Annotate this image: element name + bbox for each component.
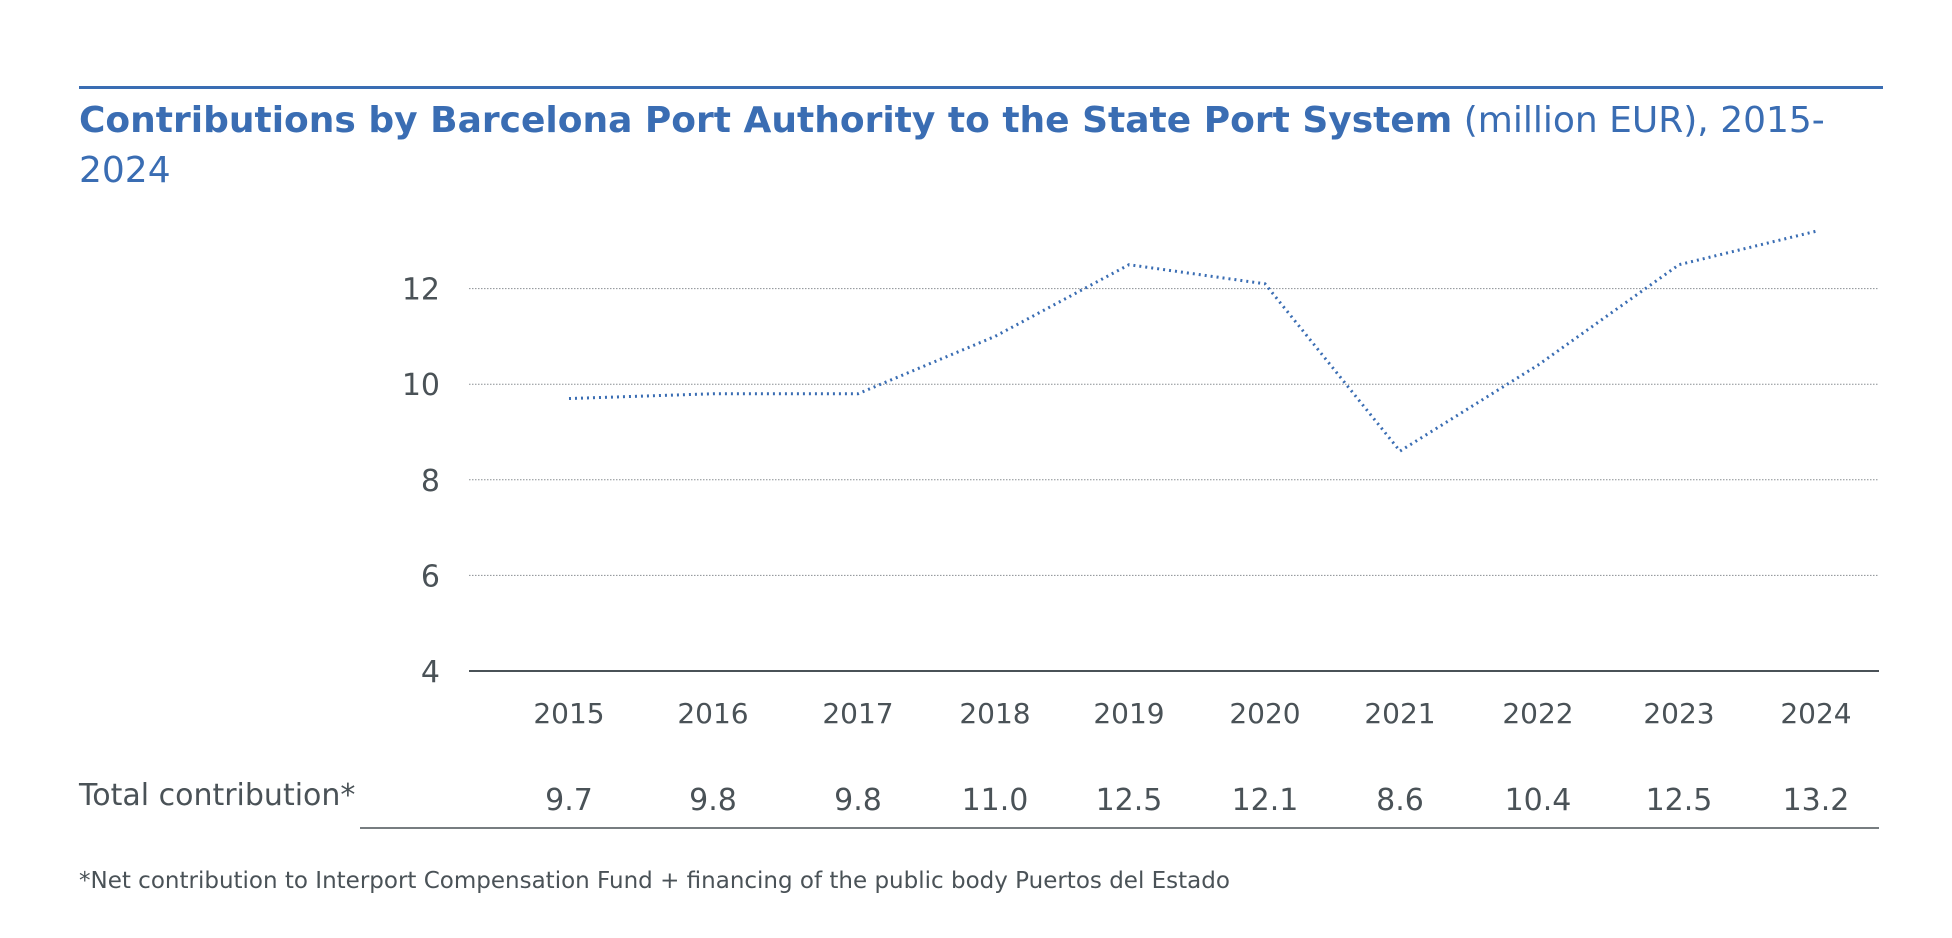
table-value: 10.4 <box>1505 783 1572 818</box>
table-value: 13.2 <box>1783 783 1850 818</box>
table-value: 9.8 <box>834 783 882 818</box>
table-row-label: Total contribution* <box>79 778 356 813</box>
y-tick-label: 8 <box>421 464 440 499</box>
title-subtitle: (million EUR), 2015-2024 <box>79 100 1825 191</box>
table-value: 8.6 <box>1376 783 1424 818</box>
y-tick-label: 10 <box>402 368 440 403</box>
y-tick-label: 4 <box>421 655 440 690</box>
table-value: 9.8 <box>689 783 737 818</box>
table-value: 11.0 <box>962 783 1029 818</box>
y-tick-label: 6 <box>421 559 440 594</box>
table-value: 12.5 <box>1646 783 1713 818</box>
x-tick-label: 2023 <box>1643 697 1714 730</box>
x-tick-label: 2016 <box>677 697 748 730</box>
x-tick-label: 2018 <box>959 697 1030 730</box>
y-tick-label: 12 <box>402 273 440 308</box>
x-tick-label: 2017 <box>822 697 893 730</box>
x-tick-label: 2020 <box>1229 697 1300 730</box>
chart-title: Contributions by Barcelona Port Authorit… <box>79 96 1879 196</box>
footnote: *Net contribution to Interport Compensat… <box>79 868 1230 894</box>
table-value: 9.7 <box>545 783 593 818</box>
title-rule <box>79 86 1883 89</box>
x-tick-label: 2019 <box>1093 697 1164 730</box>
title-bold: Contributions by Barcelona Port Authorit… <box>79 100 1453 141</box>
x-tick-label: 2015 <box>533 697 604 730</box>
x-tick-label: 2021 <box>1364 697 1435 730</box>
table-value: 12.5 <box>1096 783 1163 818</box>
x-tick-label: 2024 <box>1780 697 1851 730</box>
x-tick-label: 2022 <box>1502 697 1573 730</box>
table-value: 12.1 <box>1232 783 1299 818</box>
data-line <box>568 229 1817 454</box>
